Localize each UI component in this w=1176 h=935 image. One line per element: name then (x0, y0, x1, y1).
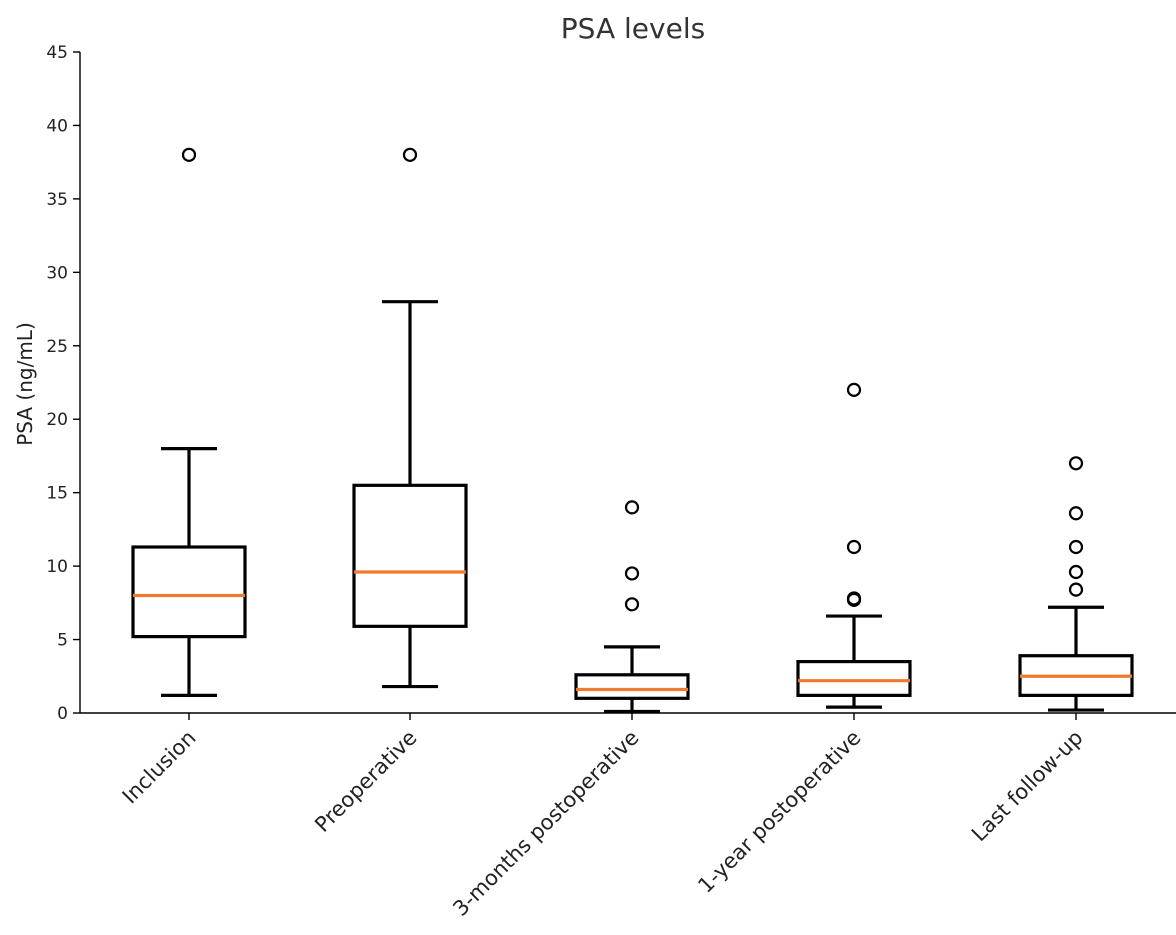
y-tick-label: 10 (46, 557, 68, 577)
y-tick-label: 35 (46, 190, 68, 210)
outlier-point (624, 500, 640, 515)
iqr-box (574, 673, 690, 700)
x-tick-label: 3-months postoperative (448, 726, 643, 921)
x-tick-label: Last follow-up (967, 726, 1088, 847)
y-tick-label: 15 (46, 484, 68, 504)
y-axis-ticks: 0 5 10 15 20 25 30 35 40 45 (46, 43, 80, 724)
y-axis-label: PSA (ng/mL) (13, 322, 37, 446)
outlier-point (181, 147, 197, 162)
y-tick-label: 0 (57, 704, 68, 724)
iqr-box (796, 659, 912, 697)
outlier-point (1068, 506, 1084, 521)
box-series-1 (131, 147, 247, 697)
outlier-point (1068, 564, 1084, 580)
iqr-box (131, 545, 247, 639)
y-tick-label: 5 (57, 631, 68, 651)
x-tick-label: 1-year postoperative (693, 726, 865, 898)
boxes-group (131, 147, 1134, 714)
y-tick-label: 20 (46, 410, 68, 430)
box-series-5 (1018, 456, 1134, 712)
y-tick-label: 45 (46, 43, 68, 63)
iqr-box (352, 483, 468, 628)
y-tick-label: 40 (46, 116, 68, 136)
chart-title: PSA levels (561, 12, 705, 45)
outlier-point (1068, 456, 1084, 471)
y-tick-label: 25 (46, 337, 68, 357)
y-tick-label: 30 (46, 263, 68, 283)
x-tick-label: Inclusion (118, 726, 201, 809)
outlier-point (1068, 539, 1084, 555)
outlier-point (1068, 582, 1084, 597)
outlier-point (846, 539, 862, 555)
outlier-point (846, 591, 862, 606)
box-series-2 (352, 147, 468, 689)
outlier-point (624, 566, 640, 581)
outlier-point (402, 147, 418, 162)
x-tick-label: Preoperative (310, 726, 421, 837)
outlier-point (624, 597, 640, 612)
x-axis-ticks: Inclusion Preoperative 3-months postoperat… (118, 713, 1088, 921)
outlier-point (846, 382, 862, 397)
box-series-3 (574, 500, 690, 714)
box-series-4 (796, 382, 912, 709)
